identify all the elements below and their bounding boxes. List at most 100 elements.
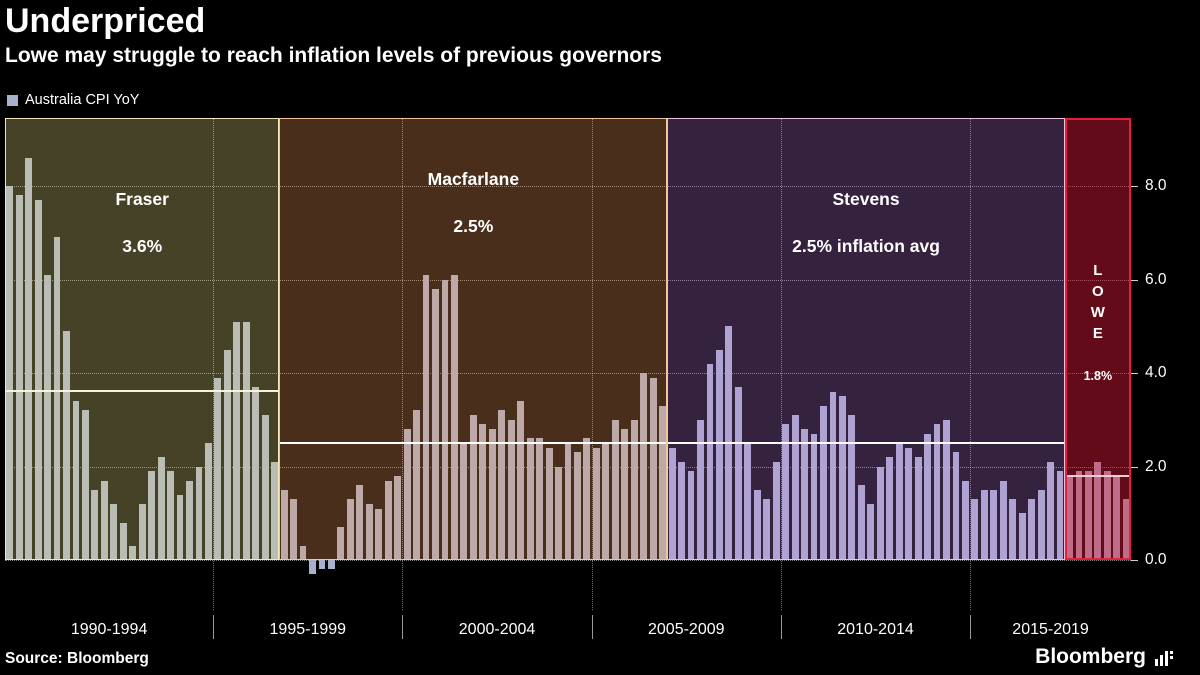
cpi-bar (924, 433, 931, 560)
cpi-bar (1066, 475, 1073, 560)
cpi-bar (943, 419, 950, 560)
cpi-bar (517, 401, 525, 560)
x-axis-label: 1995-1999 (269, 621, 347, 638)
cpi-bar (753, 489, 761, 560)
avg-value: 3.6% (122, 235, 163, 256)
cpi-bar (261, 415, 269, 560)
region-stevens: Stevens 2.5% inflation avg (667, 118, 1065, 560)
cpi-bar (148, 471, 156, 560)
avg-value: 1.8% (1083, 369, 1113, 383)
avg-line-macfarlane (280, 441, 667, 444)
avg-line-lowe (1066, 474, 1129, 477)
cpi-bar (252, 387, 260, 560)
region-fraser: Fraser 3.6% (5, 118, 280, 560)
y-axis-label: 0.0 (1145, 551, 1167, 568)
cpi-bar (479, 424, 487, 560)
governor-name-letter: O (1092, 283, 1104, 300)
y-axis-label: 8.0 (1145, 177, 1167, 194)
cpi-bar (328, 560, 335, 570)
cpi-bar (460, 443, 468, 560)
cpi-bar (611, 419, 619, 560)
cpi-bar (734, 387, 742, 560)
cpi-bar (592, 447, 600, 560)
cpi-bar (91, 489, 99, 560)
x-axis-tick (591, 615, 593, 639)
cpi-bar (867, 503, 875, 560)
cpi-bar (905, 447, 913, 560)
gridline-vertical (402, 118, 404, 610)
cpi-bar (413, 410, 421, 560)
cpi-bar (280, 489, 288, 560)
governor-name-letter: E (1092, 325, 1103, 342)
cpi-bar (25, 157, 33, 560)
x-axis-tick (970, 615, 972, 639)
cpi-bar (744, 443, 752, 560)
cpi-bar (309, 560, 316, 575)
gridline-vertical (213, 118, 215, 610)
cpi-bar (583, 438, 591, 560)
page-title: Underpriced (5, 2, 206, 40)
cpi-bar (186, 480, 193, 560)
cpi-bar (34, 200, 42, 560)
bar-chart-icon (1154, 647, 1174, 667)
cpi-bar (801, 429, 808, 560)
x-axis-tick (213, 615, 215, 639)
cpi-bar (205, 443, 212, 560)
cpi-bar (1047, 461, 1054, 560)
cpi-bar (119, 522, 127, 560)
x-axis-tick (780, 615, 782, 639)
cpi-bar (394, 475, 402, 560)
cpi-bar (441, 279, 449, 560)
governor-name-letter: L (1093, 262, 1103, 279)
cpi-bar (555, 466, 562, 560)
cpi-bar (952, 452, 960, 560)
cpi-bar (1037, 489, 1045, 560)
cpi-bar (697, 419, 704, 560)
cpi-bar (706, 363, 714, 560)
x-axis-label: 2005-2009 (648, 621, 725, 638)
cpi-bar (498, 410, 506, 560)
cpi-bar (15, 195, 23, 560)
cpi-bar (110, 503, 118, 560)
y-axis-label: 4.0 (1145, 364, 1167, 381)
cpi-bar (100, 480, 108, 560)
cpi-bar (678, 461, 685, 560)
cpi-bar (564, 443, 572, 560)
cpi-bar (72, 401, 80, 560)
cpi-bar (668, 447, 676, 560)
cpi-bar (356, 485, 364, 560)
cpi-bar (195, 466, 203, 560)
cpi-bar (961, 480, 969, 560)
cpi-bar (829, 391, 837, 560)
cpi-bar (772, 461, 780, 560)
cpi-bar (1084, 471, 1092, 560)
cpi-bar (848, 415, 856, 560)
y-axis: 0.0 2.0 4.0 6.0 8.0 (1131, 118, 1200, 610)
cpi-bar (971, 499, 979, 560)
cpi-bar (507, 419, 515, 560)
cpi-bar (791, 415, 799, 560)
cpi-bar (1075, 471, 1083, 560)
cpi-bar (129, 545, 137, 560)
gridline-horizontal (5, 186, 1131, 187)
cpi-bar (214, 377, 222, 560)
bloomberg-logo: Bloomberg (1035, 645, 1174, 669)
cpi-bar (933, 424, 941, 560)
region-label-macfarlane: Macfarlane 2.5% (280, 170, 666, 236)
avg-value: 2.5% (453, 215, 494, 236)
cpi-bar (630, 419, 638, 560)
cpi-bar (346, 499, 354, 560)
cpi-bar (53, 237, 61, 560)
x-axis-label: 1990-1994 (70, 621, 148, 638)
x-axis-tick (402, 615, 404, 639)
cpi-bar (574, 452, 581, 560)
cpi-bar (81, 410, 89, 560)
cpi-bar (1094, 461, 1102, 560)
cpi-bar (1056, 471, 1064, 560)
cpi-bar (488, 429, 496, 560)
cpi-bar (157, 457, 165, 560)
cpi-bar (838, 396, 846, 560)
cpi-bar (621, 429, 629, 560)
y-axis-label: 6.0 (1145, 270, 1167, 288)
